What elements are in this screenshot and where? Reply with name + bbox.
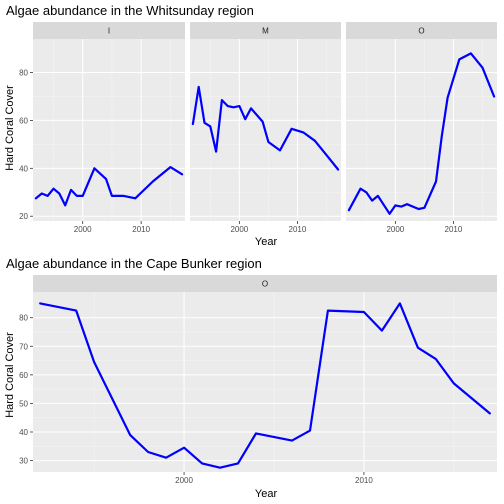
panel-background <box>33 292 497 472</box>
y-tick-label-70: 70 <box>19 342 28 351</box>
x-axis-title-cape-bunker: Year <box>255 488 278 500</box>
panel-background <box>33 39 185 221</box>
chart-title-whitsunday: Algae abundance in the Whitsunday region <box>6 3 254 18</box>
x-tick-label-2000: 2000 <box>386 225 404 234</box>
x-tick-label-2010: 2010 <box>132 225 150 234</box>
facet-strip <box>346 22 497 39</box>
plot-layer: 20 40 60 80 I 2000 2010 M 2000 2010 O 2000 2010 30 40 5… <box>19 22 497 485</box>
facet-strip <box>33 275 497 292</box>
panel-background <box>346 39 497 221</box>
y-axis-title-cape-bunker: Hard Coral Cover <box>4 332 16 418</box>
chart-title-cape-bunker: Algae abundance in the Cape Bunker regio… <box>6 256 262 271</box>
facet-strip-label: O <box>418 27 424 36</box>
x-tick-label-2000: 2000 <box>74 225 92 234</box>
x-tick-label-2010: 2010 <box>355 476 373 485</box>
series-line-o <box>39 302 491 469</box>
facet-strip-label: O <box>262 280 268 289</box>
y-tick-label-80: 80 <box>19 314 28 323</box>
facet-panel-m-0: M 2000 2010 <box>190 22 341 234</box>
y-axis-title-whitsunday: Hard Coral Cover <box>4 85 16 171</box>
facet-strip <box>33 22 185 39</box>
facet-strip-label: M <box>262 27 269 36</box>
x-axis-title-whitsunday: Year <box>255 236 278 248</box>
y-tick-label-50: 50 <box>19 399 28 408</box>
y-tick-label-20: 20 <box>19 212 28 221</box>
y-tick-label-60: 60 <box>19 371 28 380</box>
y-tick-label-40: 40 <box>19 164 28 173</box>
facet-panel-o-1: O 2000 2010 <box>33 275 497 485</box>
y-tick-label-40: 40 <box>19 428 28 437</box>
facet-strip-label: I <box>108 27 110 36</box>
facet-panel-i-0: I 2000 2010 <box>33 22 185 234</box>
series-line-i <box>34 166 184 207</box>
x-tick-label-2010: 2010 <box>289 225 307 234</box>
facet-panel-o-0: O 2000 2010 <box>346 22 497 234</box>
facet-strip <box>190 22 341 39</box>
y-tick-label-80: 80 <box>19 69 28 78</box>
x-tick-label-2000: 2000 <box>230 225 248 234</box>
x-tick-label-2010: 2010 <box>445 225 463 234</box>
y-tick-label-60: 60 <box>19 116 28 125</box>
y-tick-label-30: 30 <box>19 457 28 466</box>
x-tick-label-2000: 2000 <box>175 476 193 485</box>
series-line-m <box>191 85 340 171</box>
series-line-o <box>347 52 496 215</box>
